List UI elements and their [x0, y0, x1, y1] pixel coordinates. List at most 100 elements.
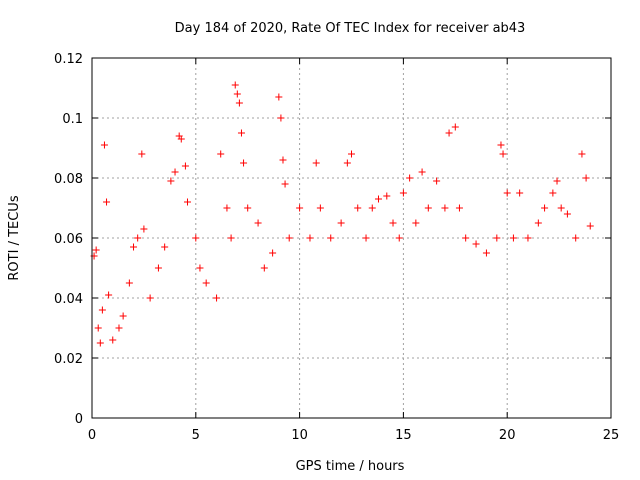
- y-axis-label: ROTI / TECUs: [7, 195, 22, 280]
- data-point: [196, 264, 204, 272]
- x-tick-label: 25: [603, 428, 620, 443]
- chart-title: Day 184 of 2020, Rate Of TEC Index for r…: [175, 21, 526, 36]
- y-tick-label: 0.12: [54, 52, 83, 67]
- data-point: [451, 123, 459, 131]
- data-point: [269, 249, 277, 257]
- data-point: [549, 189, 557, 197]
- data-point: [424, 204, 432, 212]
- data-point: [92, 246, 100, 254]
- data-point: [343, 159, 351, 167]
- x-axis-label: GPS time / hours: [296, 459, 405, 474]
- data-point: [140, 225, 148, 233]
- data-point: [109, 336, 117, 344]
- data-point: [534, 219, 542, 227]
- data-point: [285, 234, 293, 242]
- axis-ticks: 0 5 10 15 20 25 0 0.02 0.04 0.06 0.08 0.1 0.12: [54, 52, 619, 443]
- data-point: [202, 279, 210, 287]
- data-point: [161, 243, 169, 251]
- data-point: [374, 195, 382, 203]
- data-point: [578, 150, 586, 158]
- data-point: [154, 264, 162, 272]
- data-point: [418, 168, 426, 176]
- data-point: [119, 312, 127, 320]
- data-point: [177, 135, 185, 143]
- data-point: [337, 219, 345, 227]
- data-point: [223, 204, 231, 212]
- data-point: [254, 219, 262, 227]
- data-point: [327, 234, 335, 242]
- data-point: [167, 177, 175, 185]
- data-point: [103, 198, 111, 206]
- data-point: [260, 264, 268, 272]
- data-point: [482, 249, 490, 257]
- data-point: [94, 324, 102, 332]
- data-point: [130, 243, 138, 251]
- data-point: [586, 222, 594, 230]
- data-point: [368, 204, 376, 212]
- data-point: [563, 210, 571, 218]
- y-tick-label: 0.06: [54, 232, 83, 247]
- data-point: [541, 204, 549, 212]
- data-point: [96, 339, 104, 347]
- data-point: [279, 156, 287, 164]
- data-point: [296, 204, 304, 212]
- data-point: [572, 234, 580, 242]
- data-point: [582, 174, 590, 182]
- data-point: [213, 294, 221, 302]
- data-point: [275, 93, 283, 101]
- data-point: [231, 81, 239, 89]
- data-point: [503, 189, 511, 197]
- data-point: [433, 177, 441, 185]
- data-point: [499, 150, 507, 158]
- data-point: [462, 234, 470, 242]
- x-tick-label: 5: [192, 428, 200, 443]
- data-point: [557, 204, 565, 212]
- data-point: [497, 141, 505, 149]
- data-point: [441, 204, 449, 212]
- data-point: [233, 90, 241, 98]
- data-point: [192, 234, 200, 242]
- x-tick-label: 15: [395, 428, 412, 443]
- data-point: [493, 234, 501, 242]
- x-tick-label: 0: [88, 428, 96, 443]
- data-point: [100, 141, 108, 149]
- data-point: [412, 219, 420, 227]
- data-point: [183, 198, 191, 206]
- data-point: [354, 204, 362, 212]
- data-point: [389, 219, 397, 227]
- data-point: [105, 291, 113, 299]
- data-point: [524, 234, 532, 242]
- data-point: [98, 306, 106, 314]
- data-point: [455, 204, 463, 212]
- grid-lines: [92, 58, 611, 418]
- data-point: [134, 234, 142, 242]
- data-point: [348, 150, 355, 158]
- data-point: [171, 168, 179, 176]
- x-tick-label: 20: [499, 428, 516, 443]
- y-tick-label: 0.02: [54, 352, 83, 367]
- data-point: [138, 150, 146, 158]
- data-point: [244, 204, 252, 212]
- data-point: [362, 234, 370, 242]
- data-point: [115, 324, 123, 332]
- x-tick-label: 10: [291, 428, 308, 443]
- data-point: [383, 192, 391, 200]
- data-point: [227, 234, 235, 242]
- data-point: [146, 294, 154, 302]
- data-point: [277, 114, 285, 122]
- y-tick-label: 0.1: [62, 112, 83, 127]
- data-point: [406, 174, 414, 182]
- data-point: [306, 234, 314, 242]
- data-point: [516, 189, 524, 197]
- y-tick-label: 0.04: [54, 292, 83, 307]
- data-point: [316, 204, 324, 212]
- data-point: [125, 279, 133, 287]
- data-point: [472, 240, 480, 248]
- data-point: [240, 159, 248, 167]
- data-point: [553, 177, 561, 185]
- data-point: [312, 159, 320, 167]
- data-point: [217, 150, 225, 158]
- data-points: [90, 81, 594, 347]
- data-point: [281, 180, 289, 188]
